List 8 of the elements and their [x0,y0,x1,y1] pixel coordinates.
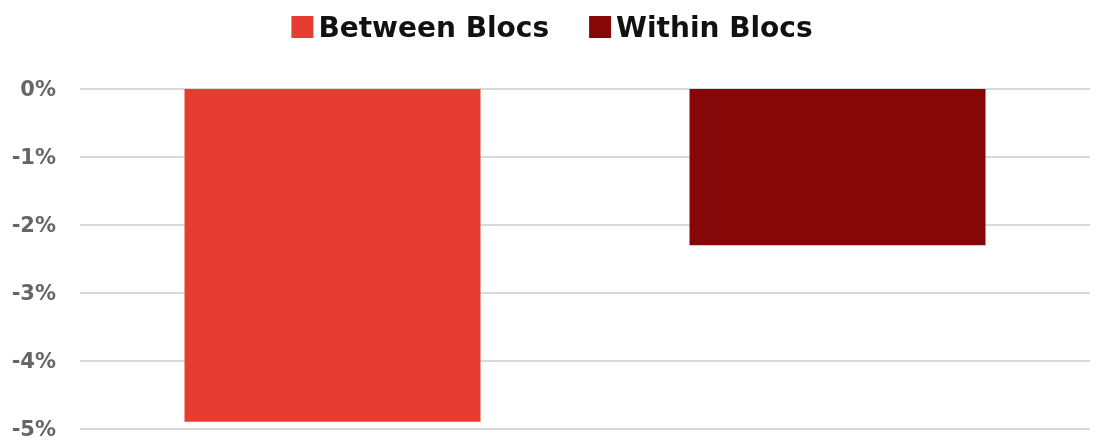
legend-label: Between Blocs [318,10,550,44]
y-tick-label: -2% [11,212,56,237]
y-tick-label: 0% [20,77,56,101]
y-tick-label: -5% [11,416,56,439]
y-tick-label: -4% [11,348,56,373]
y-tick-label: -1% [11,144,56,169]
y-tick-label: -3% [11,280,56,305]
legend-label: Within Blocs [616,10,813,44]
